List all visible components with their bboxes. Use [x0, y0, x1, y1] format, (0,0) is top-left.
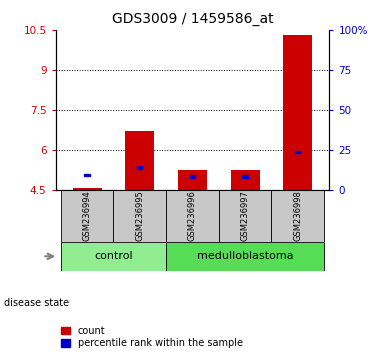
Bar — [272, 190, 324, 242]
Title: GDS3009 / 1459586_at: GDS3009 / 1459586_at — [112, 12, 273, 26]
Bar — [166, 242, 324, 271]
Legend: count, percentile rank within the sample: count, percentile rank within the sample — [61, 325, 244, 349]
Bar — [283, 35, 312, 190]
Bar — [137, 166, 142, 169]
Bar — [190, 175, 195, 178]
Bar — [178, 170, 207, 190]
Bar — [166, 190, 219, 242]
Text: GSM236996: GSM236996 — [188, 190, 197, 241]
Bar — [73, 188, 101, 190]
Bar — [219, 190, 272, 242]
Text: GSM236997: GSM236997 — [241, 190, 250, 241]
Bar — [242, 175, 248, 178]
Bar — [61, 242, 166, 271]
Text: disease state: disease state — [4, 298, 69, 308]
Text: GSM236995: GSM236995 — [135, 190, 144, 241]
Text: medulloblastoma: medulloblastoma — [197, 251, 293, 261]
Bar — [61, 190, 113, 242]
Bar — [85, 174, 90, 176]
Bar — [295, 150, 300, 153]
Text: GSM236994: GSM236994 — [83, 190, 92, 241]
Text: GSM236998: GSM236998 — [293, 190, 302, 241]
Bar — [113, 190, 166, 242]
Bar — [125, 131, 154, 190]
Bar — [231, 170, 260, 190]
Text: control: control — [94, 251, 133, 261]
